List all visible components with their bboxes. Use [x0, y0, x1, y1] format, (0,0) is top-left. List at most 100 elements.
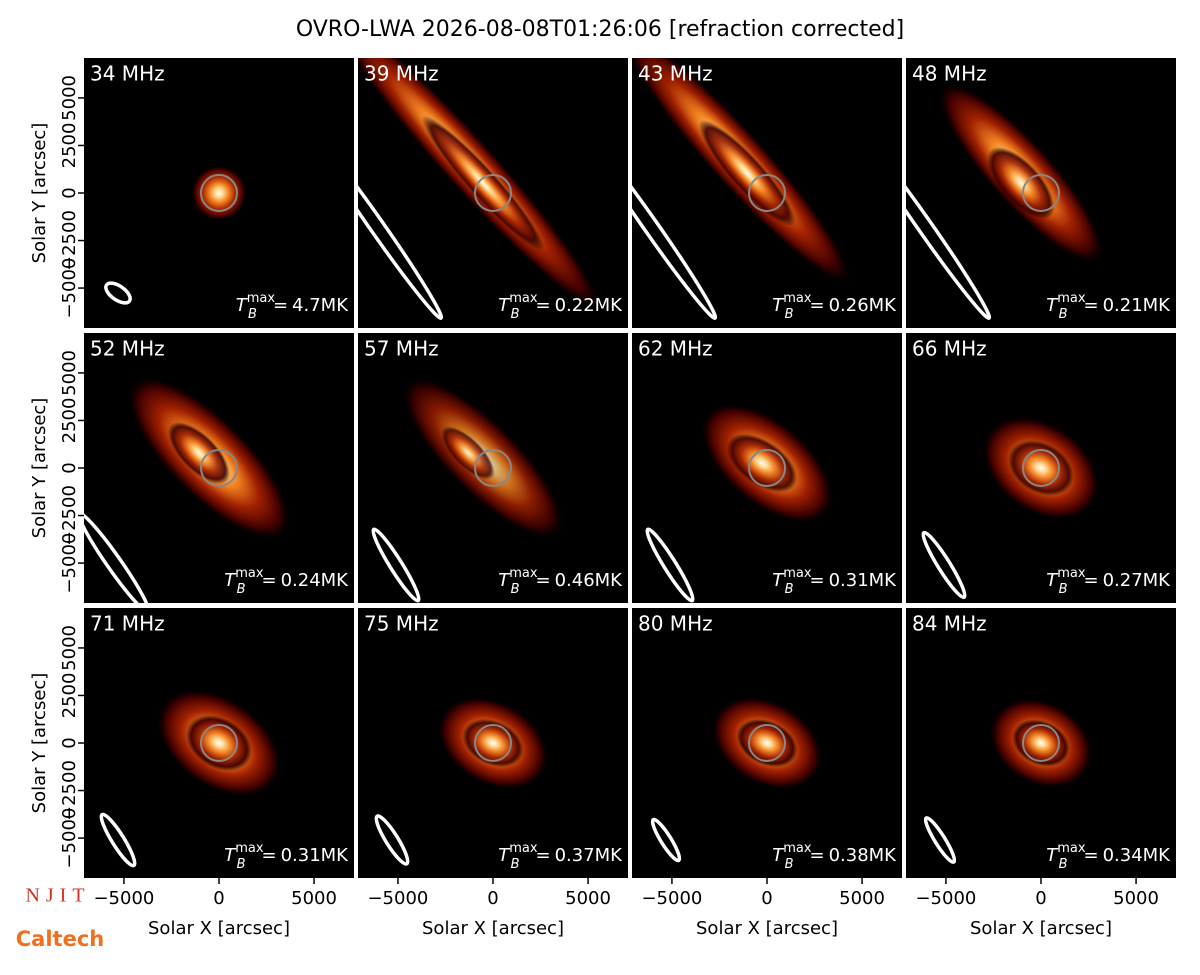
- tmax-sub: B: [1059, 857, 1068, 872]
- tmax-sup: max: [235, 566, 264, 581]
- x-axis-label: Solar X [arcsec]: [148, 918, 290, 939]
- tmax-sup: max: [1057, 841, 1086, 856]
- tmax-symbol: T: [498, 845, 511, 866]
- tmax-equals: =: [809, 570, 824, 591]
- x-tick-label: 5000: [291, 888, 337, 909]
- tmax-symbol: T: [498, 295, 511, 316]
- y-tick-label: −2500: [59, 210, 80, 271]
- emission: [462, 718, 524, 768]
- tmax-value: 0.31MK: [281, 845, 350, 866]
- tmax-sub: B: [248, 307, 257, 322]
- tmax-equals: =: [1083, 295, 1098, 316]
- y-tick-label: 5000: [59, 625, 80, 671]
- x-axis-label: Solar X [arcsec]: [696, 918, 838, 939]
- emission: [186, 715, 252, 771]
- tmax-sub: B: [511, 857, 520, 872]
- x-tick-label: 0: [487, 888, 498, 909]
- tmax-symbol: T: [772, 295, 785, 316]
- tmax-sup: max: [509, 566, 538, 581]
- y-tick-label: 2500: [59, 123, 80, 169]
- y-tick-label: 5000: [59, 350, 80, 396]
- y-tick-label: −2500: [59, 760, 80, 821]
- panel: [632, 333, 902, 603]
- solar-disk: [200, 449, 238, 487]
- y-axis-label: Solar Y [arcsec]: [29, 398, 50, 539]
- beam: [371, 527, 421, 603]
- x-tick-label: −5000: [915, 888, 976, 909]
- emission: [1008, 440, 1074, 496]
- tmax-equals: =: [261, 845, 276, 866]
- emission: [167, 421, 231, 485]
- panel-label: 34 MHz: [90, 62, 165, 86]
- x-tick-label: −5000: [93, 888, 154, 909]
- logo-njit: NJIT: [25, 885, 90, 907]
- tmax-label: Tmax B = 4.7MK: [236, 291, 350, 322]
- solar-disk: [474, 449, 512, 487]
- tmax-symbol: T: [224, 845, 237, 866]
- tmax-sub: B: [237, 857, 246, 872]
- tmax-sub: B: [1059, 582, 1068, 597]
- tmax-value: 0.21MK: [1103, 295, 1172, 316]
- y-axis-label: Solar Y [arcsec]: [29, 123, 50, 264]
- panel: [84, 608, 354, 878]
- emission: [421, 115, 545, 251]
- beam: [906, 136, 992, 320]
- tmax-sub: B: [237, 582, 246, 597]
- tmax-equals: =: [809, 295, 824, 316]
- panel-label: 48 MHz: [912, 62, 987, 86]
- emission: [191, 165, 247, 221]
- panel-label: 43 MHz: [638, 62, 713, 86]
- tmax-symbol: T: [772, 570, 785, 591]
- beam: [104, 281, 132, 305]
- solar-disk: [474, 174, 512, 212]
- panel: [906, 58, 1176, 328]
- tmax-label: Tmax B = 0.26MK: [772, 291, 897, 322]
- tmax-value: 0.22MK: [555, 295, 624, 316]
- panel-label: 84 MHz: [912, 612, 987, 636]
- tmax-sub: B: [785, 307, 794, 322]
- beam: [923, 816, 957, 864]
- beam: [84, 511, 151, 603]
- emission: [736, 718, 798, 768]
- solar-disk: [474, 724, 512, 762]
- tmax-equals: =: [273, 295, 288, 316]
- beam: [645, 527, 695, 603]
- tmax-value: 0.34MK: [1103, 845, 1172, 866]
- x-tick-label: 0: [1035, 888, 1046, 909]
- panel: [84, 333, 354, 603]
- solar-disk: [200, 174, 238, 212]
- x-tick-label: 5000: [565, 888, 611, 909]
- tmax-value: 0.27MK: [1103, 570, 1172, 591]
- emission: [441, 426, 495, 480]
- y-tick-label: −2500: [59, 485, 80, 546]
- solar-disk: [1022, 449, 1060, 487]
- tmax-symbol: T: [772, 845, 785, 866]
- x-axis-label: Solar X [arcsec]: [970, 918, 1112, 939]
- tmax-equals: =: [535, 845, 550, 866]
- solar-disk: [1022, 724, 1060, 762]
- tmax-sub: B: [511, 307, 520, 322]
- y-tick-label: 5000: [59, 75, 80, 121]
- y-tick-label: 0: [59, 737, 80, 748]
- tmax-sup: max: [1057, 566, 1086, 581]
- panel-label: 66 MHz: [912, 337, 987, 361]
- tmax-label: Tmax B = 0.22MK: [498, 291, 623, 322]
- tmax-sub: B: [785, 857, 794, 872]
- x-tick-label: −5000: [641, 888, 702, 909]
- tmax-symbol: T: [236, 295, 249, 316]
- tmax-label: Tmax B = 0.21MK: [1046, 291, 1171, 322]
- y-axis-label: Solar Y [arcsec]: [29, 673, 50, 814]
- panel-label: 80 MHz: [638, 612, 713, 636]
- panel-label: 57 MHz: [364, 337, 439, 361]
- tmax-sub: B: [785, 582, 794, 597]
- beam: [921, 530, 967, 600]
- beam: [374, 814, 410, 866]
- tmax-equals: =: [1083, 845, 1098, 866]
- panel-label: 71 MHz: [90, 612, 165, 636]
- tmax-label: Tmax B = 0.31MK: [224, 841, 349, 872]
- solar-disk: [1022, 174, 1060, 212]
- tmax-symbol: T: [224, 570, 237, 591]
- tmax-sup: max: [783, 291, 812, 306]
- tmax-sup: max: [509, 841, 538, 856]
